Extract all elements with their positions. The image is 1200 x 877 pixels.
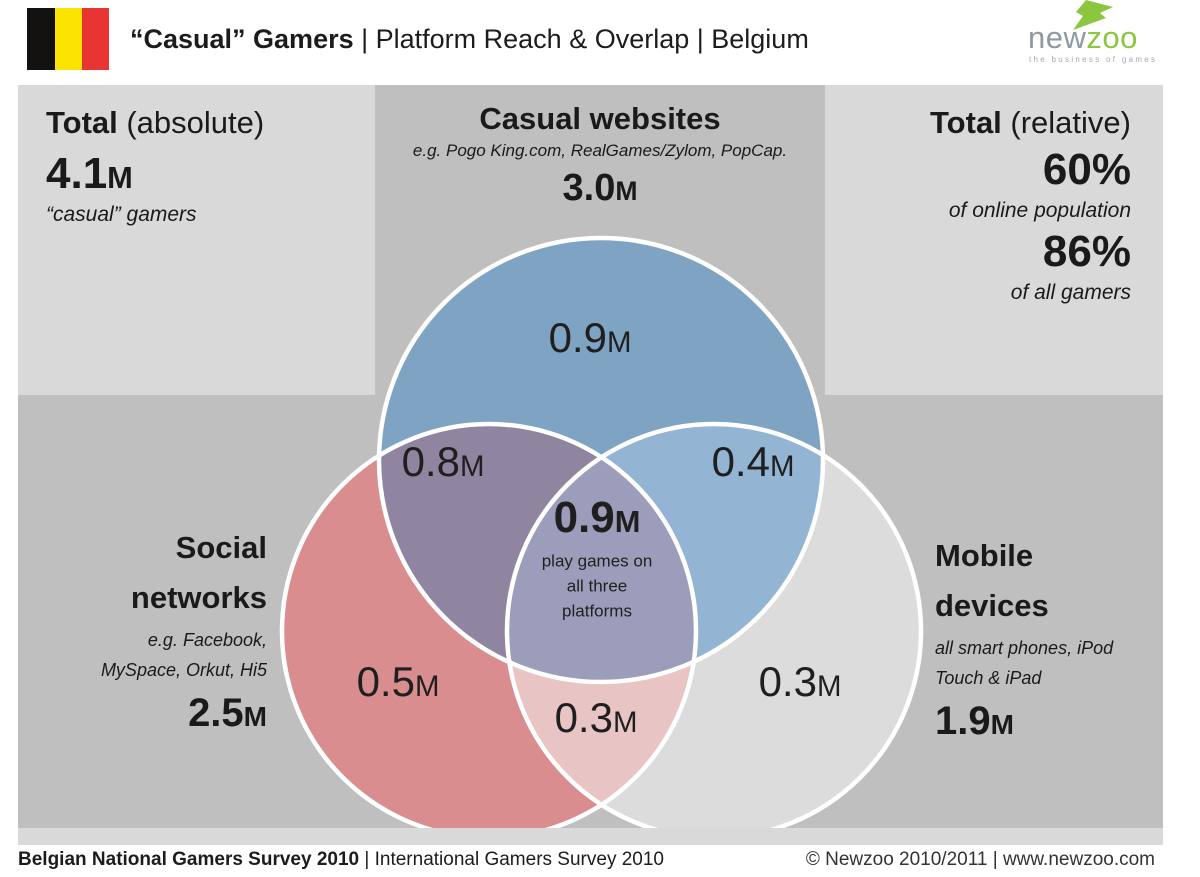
venn-label-websites-only: 0.9M	[548, 314, 632, 361]
newzoo-wordmark-zoo: zoo	[1086, 20, 1138, 55]
venn-label-social-mobile: 0.3M	[554, 694, 638, 741]
platform-websites-block: Casual websites e.g. Pogo King.com, Real…	[375, 101, 825, 210]
page-title: “Casual” Gamers | Platform Reach & Overl…	[130, 24, 809, 55]
platform-social-block: Social networks e.g. Facebook, MySpace, …	[18, 523, 267, 736]
venn-label-social-only: 0.5M	[356, 658, 440, 705]
diagram-panel: Total (absolute) 4.1M “casual” gamers Ca…	[18, 85, 1163, 828]
venn-diagram	[279, 235, 924, 828]
platform-websites-value: 3.0M	[562, 167, 638, 209]
platform-websites-name: Casual websites	[479, 101, 721, 136]
total-absolute-block: Total (absolute) 4.1M “casual” gamers	[46, 105, 264, 227]
venn-label-websites-social: 0.8M	[401, 438, 485, 485]
total-relative-online-value: 60%	[1042, 145, 1131, 194]
total-relative-gamers-value: 86%	[1042, 227, 1131, 276]
total-absolute-value: 4.1M	[46, 149, 133, 198]
venn-label-websites-mobile: 0.4M	[711, 438, 795, 485]
total-relative-gamers-caption: of all gamers	[1010, 281, 1131, 304]
total-relative-online-caption: of online population	[948, 199, 1131, 222]
footer-source: Belgian National Gamers Survey 2010 | In…	[18, 849, 664, 870]
total-relative-heading-bold: Total	[930, 105, 1002, 140]
platform-social-value: 2.5M	[188, 691, 267, 735]
venn-caption-center: play games on all three platforms	[541, 551, 653, 621]
venn-label-mobile-only: 0.3M	[758, 658, 842, 705]
total-absolute-caption: “casual” gamers	[46, 203, 197, 226]
total-absolute-box-bg	[18, 85, 375, 395]
platform-social-name: Social networks	[130, 530, 267, 615]
total-relative-heading: Total (relative)	[825, 105, 1131, 141]
newzoo-logo: newzoo the business of games	[1028, 0, 1155, 68]
platform-social-examples: e.g. Facebook, MySpace, Orkut, Hi5	[100, 630, 267, 680]
total-absolute-heading-rest: (absolute)	[117, 105, 265, 140]
bottom-strip	[18, 828, 1163, 845]
venn-outline-mobile	[504, 421, 924, 828]
belgium-flag-icon	[27, 8, 109, 70]
page-title-rest: | Platform Reach & Overlap | Belgium	[353, 24, 809, 54]
venn-outline-social	[279, 421, 699, 828]
platform-mobile-examples: all smart phones, iPod Touch & iPad	[935, 638, 1114, 688]
newzoo-tagline: the business of games	[1029, 55, 1158, 64]
total-relative-box-bg	[825, 85, 1163, 395]
platform-mobile-value: 1.9M	[935, 699, 1014, 743]
page-title-emphasis: “Casual” Gamers	[130, 24, 354, 54]
venn-outline-websites	[376, 235, 826, 685]
total-relative-block: Total (relative) 60% of online populatio…	[825, 105, 1131, 305]
footer-copyright: © Newzoo 2010/2011 | www.newzoo.com	[805, 849, 1155, 870]
newzoo-arrow-icon	[1073, 0, 1113, 30]
venn-label-center: 0.9M	[553, 493, 641, 542]
platform-websites-examples: e.g. Pogo King.com, RealGames/Zylom, Pop…	[412, 141, 788, 160]
footer-source-primary: Belgian National Gamers Survey 2010	[18, 849, 360, 870]
newzoo-wordmark-new: new	[1028, 20, 1087, 55]
platform-mobile-block: Mobile devices all smart phones, iPod To…	[935, 531, 1163, 744]
platform-mobile-name: Mobile devices	[935, 538, 1049, 623]
footer-source-secondary: International Gamers Survey 2010	[374, 849, 664, 870]
newzoo-wordmark: newzoo	[1028, 20, 1138, 56]
total-absolute-heading: Total (absolute)	[46, 105, 264, 141]
total-absolute-heading-bold: Total	[46, 105, 118, 140]
total-relative-heading-rest: (relative)	[1001, 105, 1131, 140]
